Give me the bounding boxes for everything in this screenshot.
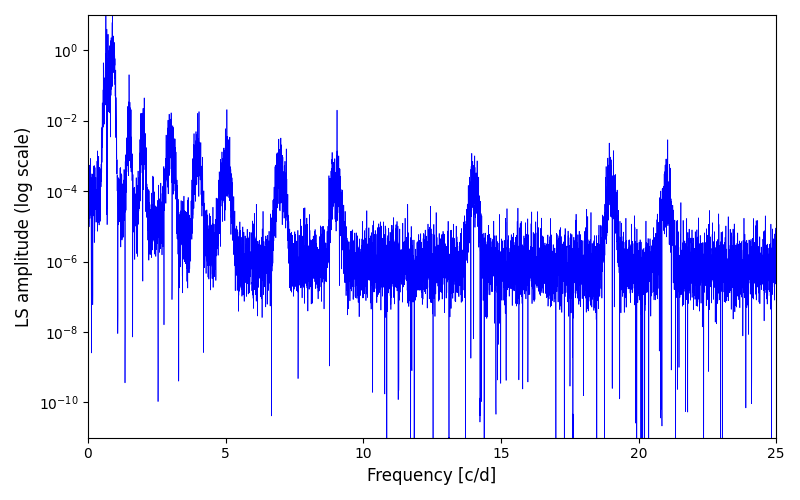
- Y-axis label: LS amplitude (log scale): LS amplitude (log scale): [15, 126, 33, 326]
- X-axis label: Frequency [c/d]: Frequency [c/d]: [367, 467, 497, 485]
